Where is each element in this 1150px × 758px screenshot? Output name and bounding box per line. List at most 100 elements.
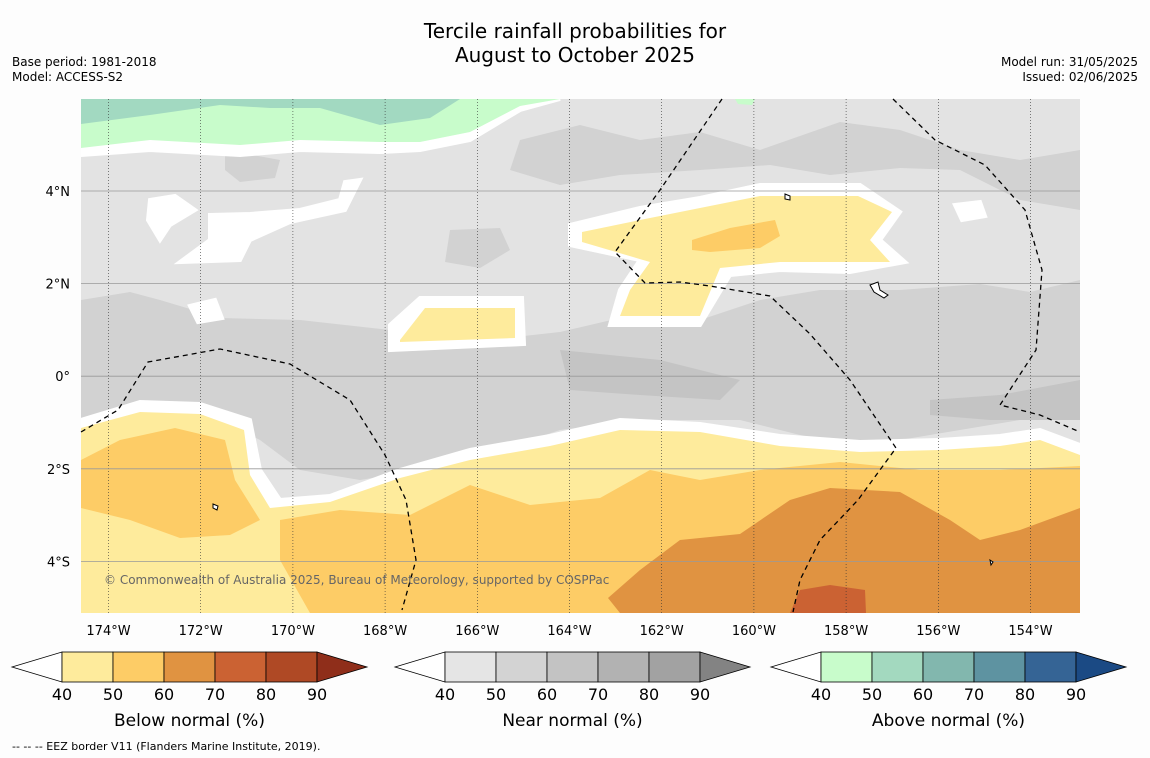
- island-outline: [989, 558, 994, 567]
- colorbar-segment: [973, 651, 1026, 683]
- colorbar-tick-label: 40: [811, 685, 831, 704]
- colorbar-max-arrow: [699, 651, 752, 683]
- longitude-label: 166°W: [455, 624, 499, 639]
- graticule: [81, 99, 1080, 613]
- longitude-label: 174°W: [86, 624, 130, 639]
- island-outline: [869, 281, 889, 299]
- below-normal-80-region: [790, 585, 866, 613]
- islands: [212, 193, 994, 567]
- colorbar-title: Above normal (%): [872, 711, 1025, 731]
- colorbar-tick-label: 50: [103, 685, 123, 704]
- island-outline: [212, 503, 219, 511]
- colorbar-tick-label: 80: [1015, 685, 1035, 704]
- white-patch: [187, 297, 225, 325]
- colorbar-max-arrow: [1075, 651, 1128, 683]
- eez-border-line: [614, 98, 897, 613]
- colorbar-title: Near normal (%): [502, 711, 642, 731]
- eez-border-line: [892, 98, 1081, 433]
- latitude-label: 4°S: [47, 555, 70, 570]
- colorbar-segment: [1024, 651, 1077, 683]
- eez-border-line: [80, 348, 417, 611]
- colorbar-title: Below normal (%): [114, 711, 265, 731]
- white-patch: [952, 199, 988, 223]
- issued-date: Issued: 02/06/2025: [1022, 70, 1138, 84]
- colorbar-min-arrow: [393, 651, 446, 683]
- colorbar-legends: 40 50 60 70 80 90 Below normal (%) 40 50 60 70 80 90…: [10, 651, 1128, 731]
- colorbar-3: 40 50 60 70 80 90 Above normal (%): [769, 651, 1128, 731]
- longitude-label: 164°W: [547, 624, 591, 639]
- colorbar-segment: [546, 651, 599, 683]
- longitude-label: 162°W: [640, 624, 684, 639]
- longitude-label: 158°W: [824, 624, 868, 639]
- colorbar-tick-label: 50: [862, 685, 882, 704]
- longitude-label: 172°W: [179, 624, 223, 639]
- colorbar-tick-label: 70: [964, 685, 984, 704]
- colorbar-1: 40 50 60 70 80 90 Below normal (%): [10, 651, 369, 731]
- below-normal-70-region: [608, 488, 1080, 613]
- colorbar-segment: [820, 651, 873, 683]
- colorbar-tick-label: 40: [52, 685, 72, 704]
- near-normal-patch: [81, 300, 120, 332]
- longitude-label: 170°W: [271, 624, 315, 639]
- below-normal-60-region: [692, 220, 780, 252]
- longitude-label: 156°W: [916, 624, 960, 639]
- colorbar-segment: [495, 651, 548, 683]
- colorbar-tick-label: 90: [690, 685, 710, 704]
- colorbar-tick-label: 50: [486, 685, 506, 704]
- colorbar-segment: [112, 651, 165, 683]
- map-plot-area: [81, 99, 1080, 613]
- colorbar-2: 40 50 60 70 80 90 Near normal (%): [393, 651, 752, 731]
- near-normal-patch-darker: [560, 350, 740, 400]
- longitude-label: 154°W: [1008, 624, 1052, 639]
- near-normal-patch: [445, 228, 510, 268]
- below-normal-60-region: [81, 428, 260, 538]
- title-line-2: August to October 2025: [454, 43, 696, 67]
- chart-title: Tercile rainfall probabilities for Augus…: [0, 19, 1150, 67]
- colorbar-tick-label: 70: [588, 685, 608, 704]
- colorbar-tick-label: 90: [1066, 685, 1086, 704]
- colorbar-tick-label: 60: [537, 685, 557, 704]
- colorbar-segment: [163, 651, 216, 683]
- white-patch: [173, 177, 364, 265]
- colorbar-segment: [444, 651, 497, 683]
- colorbar-tick-label: 80: [639, 685, 659, 704]
- latitude-label: 2°N: [46, 278, 71, 293]
- colorbar-max-arrow: [316, 651, 369, 683]
- longitude-label: 168°W: [363, 624, 407, 639]
- white-patch: [145, 193, 199, 244]
- eez-footnote: -- -- -- EEZ border V11 (Flanders Marine…: [12, 740, 321, 753]
- colorbar-segment: [597, 651, 650, 683]
- below-normal-50-region: [582, 196, 892, 316]
- latitude-label: 0°: [55, 370, 70, 385]
- below-normal-50-region: [400, 308, 515, 342]
- near-normal-patch: [225, 150, 280, 182]
- colorbar-segment: [214, 651, 267, 683]
- colorbar-tick-label: 60: [913, 685, 933, 704]
- above-normal-60-region: [81, 99, 460, 125]
- info-right: Model run: 31/05/2025 Issued: 02/06/2025: [1001, 55, 1138, 85]
- latitude-labels: 4°N 2°N 0° 2°S 4°S: [46, 185, 71, 570]
- colorbar-segment: [265, 651, 318, 683]
- colorbar-segment: [648, 651, 701, 683]
- island-outline: [784, 193, 791, 201]
- colorbar-tick-label: 60: [154, 685, 174, 704]
- longitude-labels: 174°W 172°W 170°W 168°W 166°W 164°W 162°W 160°W…: [86, 624, 1052, 639]
- near-normal-patch: [510, 122, 1080, 210]
- longitude-label: 160°W: [732, 624, 776, 639]
- latitude-label: 2°S: [47, 463, 70, 478]
- colorbar-segment: [61, 651, 114, 683]
- colorbar-segment: [871, 651, 924, 683]
- colorbar-tick-label: 90: [307, 685, 327, 704]
- above-normal-50-region: [735, 99, 755, 105]
- latitude-label: 4°N: [46, 185, 71, 200]
- model-name: Model: ACCESS-S2: [12, 70, 124, 84]
- colorbar-tick-label: 40: [435, 685, 455, 704]
- eez-border: [80, 98, 1081, 613]
- model-run: Model run: 31/05/2025: [1000, 55, 1138, 69]
- colorbar-tick-label: 80: [256, 685, 276, 704]
- colorbar-tick-label: 70: [205, 685, 225, 704]
- near-normal-patch-darker: [930, 380, 1080, 420]
- info-left: Base period: 1981-2018 Model: ACCESS-S2: [12, 55, 157, 85]
- base-period: Base period: 1981-2018: [12, 55, 157, 69]
